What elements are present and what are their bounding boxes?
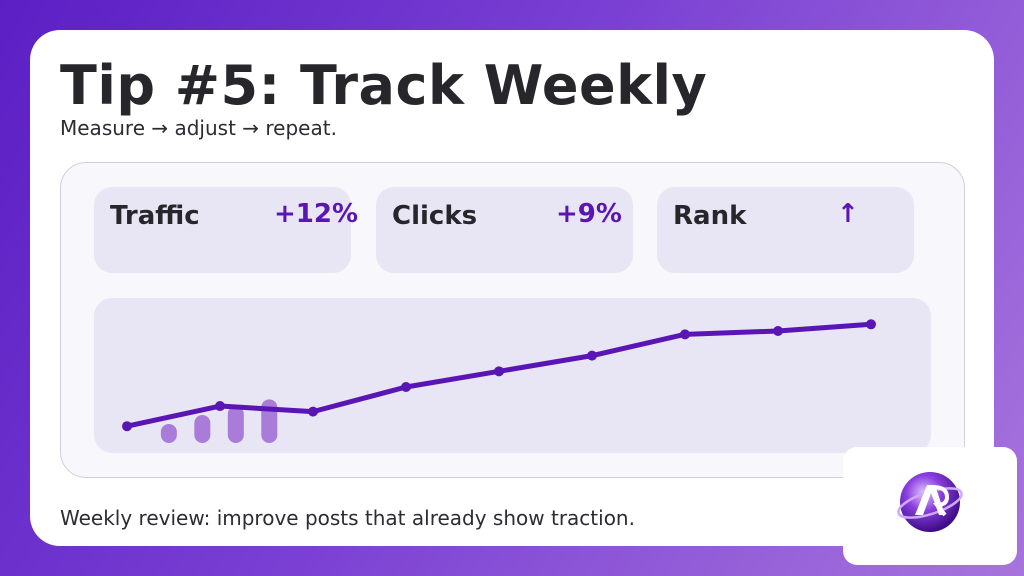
metric-value-clicks: +9%	[556, 199, 622, 229]
chart-bar	[194, 415, 211, 443]
trend-point	[401, 382, 411, 392]
trend-chart-svg	[122, 319, 876, 443]
ar-monogram-orb-icon	[897, 472, 963, 532]
slide-title: Tip #5: Track Weekly	[60, 54, 708, 117]
logo-badge	[843, 447, 1017, 565]
trend-point	[308, 406, 318, 417]
trend-point	[122, 421, 132, 432]
metric-label-rank: Rank	[673, 201, 747, 231]
slide-card: Tip #5: Track Weekly Measure → adjust → …	[30, 30, 994, 546]
chart-bar	[227, 406, 244, 443]
dashboard-panel: Traffic +12% Clicks +9% Rank ↑	[60, 162, 965, 478]
metric-label-traffic: Traffic	[110, 201, 200, 231]
slide-subtitle: Measure → adjust → repeat.	[60, 116, 337, 140]
metric-label-clicks: Clicks	[392, 201, 478, 231]
chart-bar	[160, 423, 177, 443]
trend-point	[587, 350, 597, 361]
metric-card-clicks: Clicks +9%	[376, 187, 633, 273]
trend-point	[680, 329, 690, 340]
metric-value-rank: ↑	[837, 199, 859, 229]
trend-chart	[94, 298, 931, 453]
metric-card-traffic: Traffic +12%	[94, 187, 358, 273]
chart-bar	[261, 399, 278, 443]
trend-point	[866, 319, 876, 330]
trend-point	[494, 366, 504, 377]
trend-point	[215, 401, 225, 412]
metric-card-rank: Rank ↑	[657, 187, 914, 273]
trend-point	[773, 326, 783, 336]
slide-footer: Weekly review: improve posts that alread…	[60, 506, 635, 530]
metric-value-traffic: +12%	[274, 199, 359, 229]
